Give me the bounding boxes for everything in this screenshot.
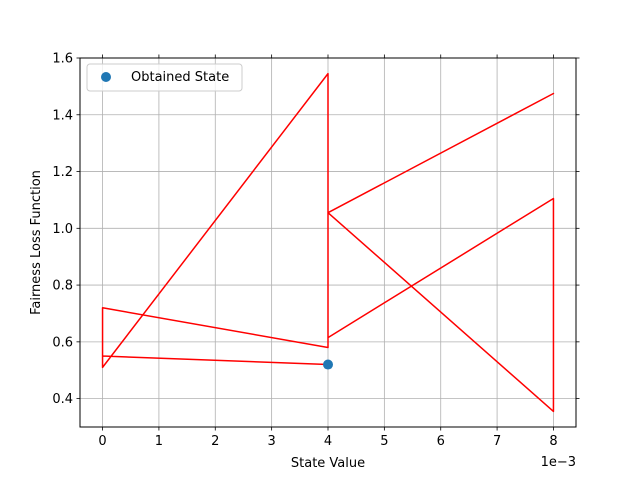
y-axis-label: Fairness Loss Function [29, 170, 44, 315]
x-tick-label: 3 [267, 434, 275, 449]
x-tick-label: 4 [324, 434, 332, 449]
x-tick-label: 2 [211, 434, 219, 449]
plot-data [101, 72, 555, 413]
legend-box [86, 63, 243, 92]
x-tick-label: 1 [155, 434, 163, 449]
y-tick-label: 0.6 [52, 335, 73, 350]
line-series [101, 72, 555, 413]
x-tick-label: 6 [437, 434, 445, 449]
legend-label-obtained-state: Obtained State [131, 70, 229, 85]
x-axis-label: State Value [291, 456, 365, 471]
x-tick-label: 7 [493, 434, 501, 449]
y-tick-label: 1.6 [52, 52, 73, 67]
x-tick-label: 5 [380, 434, 388, 449]
x-tick-label: 0 [98, 434, 106, 449]
x-axis-offset-text: 1e−3 [541, 455, 576, 470]
y-tick-label: 0.8 [52, 279, 73, 294]
scatter-point [323, 359, 333, 370]
legend-marker-obtained-state [101, 72, 111, 82]
y-tick-label: 1.4 [52, 108, 73, 123]
legend: Obtained State [86, 63, 243, 92]
x-tick-label: 8 [549, 434, 557, 449]
y-tick-label: 1.0 [52, 222, 73, 237]
y-tick-label: 1.2 [52, 165, 73, 180]
axis-ticks: 0 1 2 3 4 5 6 7 8 0.4 0.6 0.8 1.0 1.2 1.4 1.6 [52, 52, 580, 449]
y-tick-label: 0.4 [52, 392, 73, 407]
